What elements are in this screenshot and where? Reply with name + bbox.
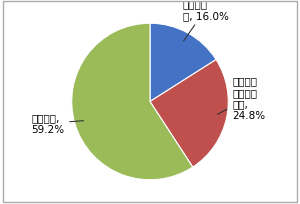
Text: なんとな
く知って
いる,
24.8%: なんとな く知って いる, 24.8%	[218, 76, 265, 120]
Text: 知ってい
る, 16.0%: 知ってい る, 16.0%	[183, 0, 229, 42]
Wedge shape	[150, 60, 228, 167]
Wedge shape	[150, 24, 216, 102]
Wedge shape	[72, 24, 193, 180]
Text: 知らない,
59.2%: 知らない, 59.2%	[31, 113, 83, 135]
